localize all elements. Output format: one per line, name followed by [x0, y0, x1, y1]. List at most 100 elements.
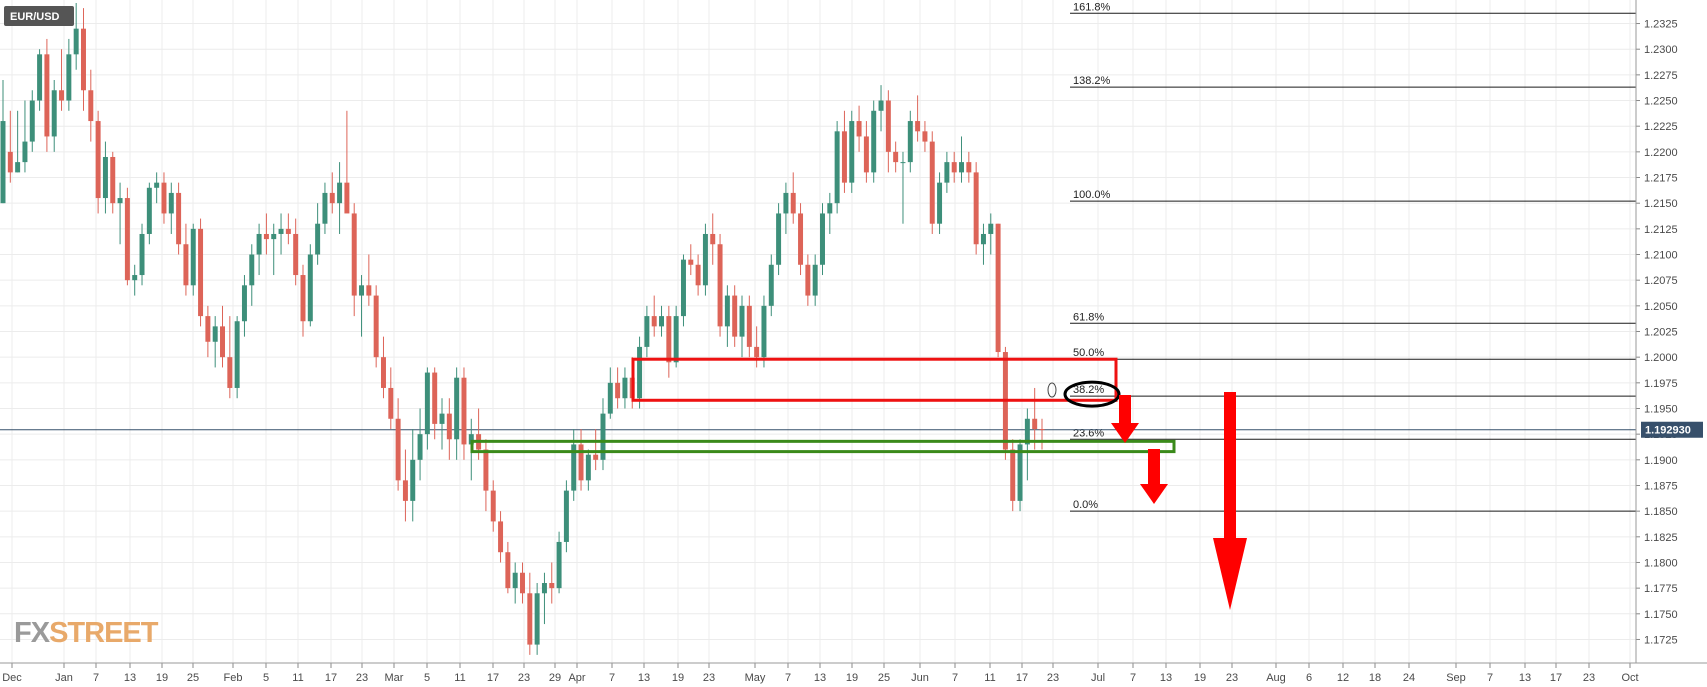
candle — [117, 182, 123, 245]
candle-body — [820, 213, 825, 265]
current-price-tag: 1.192930 — [1641, 421, 1703, 438]
symbol-label: EUR/USD — [10, 11, 60, 23]
x-tick-label: May — [745, 672, 766, 684]
candle — [937, 172, 943, 234]
candle-body — [139, 233, 145, 276]
candle-body — [790, 192, 796, 214]
candle-body — [710, 233, 716, 245]
y-tick-label: 1.2100 — [1644, 250, 1678, 262]
candle — [205, 305, 211, 358]
x-tick-label: 7 — [609, 672, 615, 684]
y-tick-label: 1.1775 — [1644, 583, 1678, 595]
x-tick-label: 7 — [952, 672, 958, 684]
candle — [337, 162, 343, 234]
candle-body — [878, 100, 884, 111]
candle-body — [922, 131, 928, 142]
y-tick-label: 1.2275 — [1644, 70, 1678, 82]
candle — [329, 172, 335, 214]
candle — [15, 110, 21, 173]
candle — [359, 275, 365, 337]
mid-arrow-down — [1140, 449, 1168, 504]
x-tick-label: Jul — [1091, 672, 1105, 684]
x-tick-label: 13 — [814, 672, 826, 684]
candle-body — [461, 377, 467, 445]
y-tick-label: 1.2200 — [1644, 147, 1678, 159]
candle-body — [871, 110, 877, 173]
candle — [417, 408, 423, 481]
y-tick-label: 1.2075 — [1644, 275, 1678, 287]
candle-body — [183, 244, 189, 286]
candle — [44, 38, 50, 152]
short-arrow-down — [1111, 395, 1139, 443]
fib-level-label: 100.0% — [1073, 189, 1111, 201]
x-tick-label: 17 — [487, 672, 499, 684]
candle-body — [66, 54, 72, 101]
candle-body — [776, 213, 782, 265]
candle-body — [549, 583, 555, 589]
candle — [534, 583, 540, 655]
candle-body — [263, 233, 269, 240]
candle — [490, 480, 496, 532]
candle — [834, 121, 840, 214]
candle — [790, 172, 796, 224]
candle-body — [615, 382, 621, 399]
candle-body — [995, 223, 1001, 353]
candle-body — [380, 357, 386, 388]
candle — [820, 203, 825, 276]
candle — [644, 305, 650, 358]
fib-level-label: 161.8% — [1073, 1, 1111, 13]
candle — [732, 285, 738, 347]
candle — [922, 121, 928, 152]
annotation-zones — [470, 357, 1176, 454]
candle-body — [220, 326, 225, 358]
candle-body — [688, 259, 694, 265]
candle — [271, 223, 277, 276]
candle — [344, 110, 350, 214]
candle — [746, 295, 752, 358]
candle — [856, 105, 862, 152]
candle-body — [37, 54, 43, 101]
candle — [88, 69, 94, 142]
candle — [527, 572, 533, 655]
symbol-label-box[interactable]: EUR/USD — [4, 6, 74, 26]
candle — [893, 141, 899, 173]
candle-body — [161, 182, 167, 214]
candle-body — [402, 480, 408, 501]
x-tick-label: 18 — [1369, 672, 1381, 684]
candle-body — [227, 357, 233, 388]
candle — [739, 295, 745, 358]
candle — [805, 254, 811, 306]
candle-body — [241, 285, 247, 322]
candle — [1024, 408, 1030, 481]
candle — [395, 398, 401, 491]
candle-body — [754, 346, 760, 358]
candle — [154, 172, 160, 204]
x-tick-label: 19 — [846, 672, 858, 684]
x-tick-label: 24 — [1403, 672, 1415, 684]
candle — [702, 223, 708, 296]
logo-street: STREET — [49, 617, 159, 649]
x-tick-label: 17 — [325, 672, 337, 684]
x-tick-label: Aug — [1266, 672, 1286, 684]
candle-body — [293, 233, 299, 276]
candle — [285, 213, 291, 245]
x-tick-label: 25 — [187, 672, 199, 684]
candle-body — [249, 254, 255, 286]
x-tick-label: 7 — [1487, 672, 1493, 684]
candle-body — [483, 449, 489, 491]
candle — [37, 49, 43, 111]
current-price-label: 1.192930 — [1645, 425, 1691, 437]
candle — [307, 244, 313, 327]
candle-body — [307, 254, 313, 322]
x-tick-label: Dec — [2, 672, 22, 684]
y-tick-label: 1.2125 — [1644, 224, 1678, 236]
candle-body — [885, 100, 891, 152]
candle-body — [534, 593, 540, 645]
candle — [293, 218, 299, 286]
candle-body — [234, 321, 240, 388]
x-tick-label: 5 — [424, 672, 430, 684]
x-tick-label: 17 — [1550, 672, 1562, 684]
x-tick-label: 23 — [356, 672, 368, 684]
candle-body — [256, 233, 262, 255]
candle-body — [937, 182, 943, 224]
